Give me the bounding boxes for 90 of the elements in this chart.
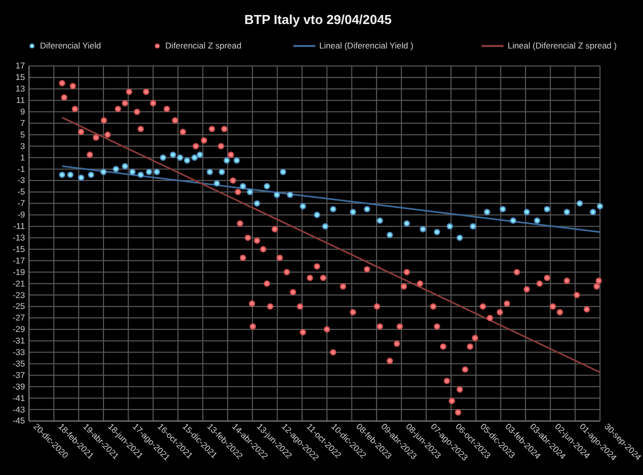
point bbox=[234, 157, 240, 164]
y-tick-label: -39 bbox=[12, 381, 26, 392]
point bbox=[470, 223, 476, 230]
point bbox=[122, 163, 128, 170]
point bbox=[67, 172, 74, 178]
point bbox=[246, 188, 254, 196]
point bbox=[314, 212, 320, 218]
point bbox=[58, 172, 66, 178]
y-tick-label: -41 bbox=[12, 392, 26, 403]
point bbox=[330, 206, 336, 212]
point bbox=[300, 203, 306, 210]
point bbox=[100, 168, 107, 176]
y-tick-label: -5 bbox=[17, 186, 26, 197]
point bbox=[404, 220, 410, 227]
point bbox=[264, 183, 270, 190]
y-tick-label: -11 bbox=[13, 221, 26, 232]
point bbox=[170, 152, 176, 158]
y-tick-label: 1 bbox=[20, 152, 26, 162]
y-tick-label: 17 bbox=[16, 60, 26, 71]
legend-label: Diferencial Z spread bbox=[165, 40, 242, 51]
y-tick-label: -9 bbox=[17, 210, 26, 220]
legend-label: Lineal (Diferencial Z spread ) bbox=[508, 40, 617, 51]
y-tick-label: 7 bbox=[20, 118, 26, 128]
point bbox=[112, 166, 120, 172]
point bbox=[191, 154, 198, 161]
point bbox=[88, 172, 94, 178]
y-tick-label: -21 bbox=[12, 278, 26, 288]
point bbox=[510, 217, 516, 224]
point bbox=[456, 234, 463, 241]
y-tick-label: 5 bbox=[20, 129, 26, 140]
point bbox=[254, 200, 260, 207]
y-tick-label: 15 bbox=[16, 72, 26, 82]
y-tick-label: -7 bbox=[17, 198, 26, 208]
point bbox=[240, 183, 246, 190]
y-tick-label: -3 bbox=[17, 175, 26, 186]
y-tick-label: 3 bbox=[20, 140, 26, 151]
y-tick-label: -13 bbox=[12, 232, 26, 242]
y-tick-label: -1 bbox=[17, 164, 26, 174]
point bbox=[564, 208, 570, 216]
y-tick-label: 11 bbox=[16, 95, 26, 106]
point bbox=[196, 152, 204, 158]
y-tick-label: -29 bbox=[12, 324, 26, 334]
y-tick-label: -23 bbox=[12, 290, 26, 300]
point bbox=[434, 228, 440, 236]
point bbox=[364, 206, 370, 212]
y-tick-label: -27 bbox=[12, 312, 26, 323]
y-tick-label: -33 bbox=[12, 347, 26, 358]
point bbox=[386, 232, 394, 238]
point bbox=[484, 208, 490, 216]
point bbox=[129, 168, 136, 176]
point bbox=[160, 154, 166, 161]
legend-label: Diferencial Yield bbox=[40, 40, 102, 51]
point bbox=[576, 200, 583, 207]
y-tick-label: -45 bbox=[12, 416, 26, 426]
point bbox=[218, 168, 226, 176]
y-tick-label: -35 bbox=[12, 358, 26, 368]
point bbox=[596, 203, 604, 210]
point bbox=[214, 180, 220, 187]
point bbox=[534, 217, 540, 224]
y-tick-label: -43 bbox=[12, 404, 26, 414]
y-tick-label: -19 bbox=[12, 266, 26, 277]
point bbox=[376, 217, 384, 224]
y-tick-label: -25 bbox=[12, 301, 26, 312]
y-tick-label: -31 bbox=[12, 336, 26, 346]
y-tick-label: 13 bbox=[16, 84, 26, 94]
point bbox=[524, 208, 530, 216]
point bbox=[544, 206, 550, 212]
point bbox=[224, 157, 230, 164]
legend-label: Lineal (Diferencial Yield ) bbox=[319, 40, 414, 51]
point bbox=[146, 168, 152, 176]
point bbox=[206, 168, 214, 176]
point bbox=[446, 223, 453, 230]
y-tick-label: -15 bbox=[12, 244, 26, 254]
y-tick-label: -37 bbox=[12, 370, 26, 380]
point bbox=[138, 172, 144, 178]
point bbox=[280, 168, 286, 176]
point bbox=[322, 223, 328, 230]
point bbox=[184, 157, 190, 164]
point bbox=[420, 226, 426, 232]
y-tick-label: -17 bbox=[12, 255, 26, 266]
point bbox=[500, 206, 506, 212]
point bbox=[78, 174, 84, 181]
point bbox=[350, 208, 356, 216]
y-tick-label: 9 bbox=[20, 106, 26, 117]
point bbox=[176, 154, 184, 161]
point bbox=[590, 208, 596, 216]
chart-title: BTP Italy vto 29/04/2045 bbox=[244, 12, 392, 27]
point bbox=[286, 192, 294, 198]
point bbox=[274, 192, 280, 198]
point bbox=[154, 168, 160, 176]
